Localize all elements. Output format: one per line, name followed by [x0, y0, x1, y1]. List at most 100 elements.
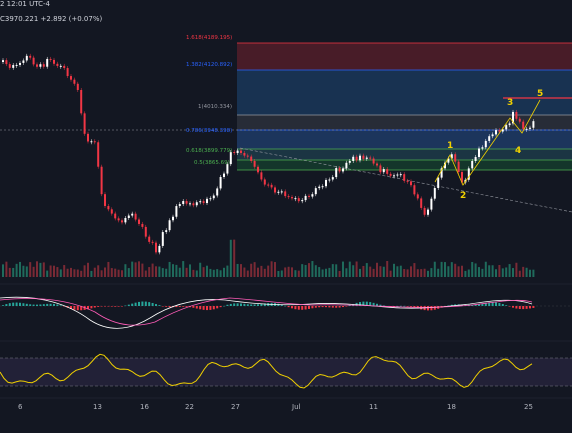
- candle: [467, 168, 470, 180]
- quote-price: C3970.221: [0, 15, 39, 23]
- macd-bar: [195, 306, 198, 309]
- candle: [505, 125, 508, 130]
- macd-bar: [512, 306, 514, 308]
- macd-bar: [450, 304, 453, 306]
- wave-label-2: 2: [460, 191, 467, 201]
- candle: [76, 83, 79, 90]
- macd-bar: [294, 306, 297, 310]
- candle: [461, 172, 463, 183]
- macd-bar: [311, 306, 314, 309]
- x-label-18: 18: [447, 403, 456, 411]
- macd-bar: [250, 304, 253, 306]
- macd-bar: [49, 303, 52, 306]
- volume-bar: [274, 262, 276, 277]
- volume-bar: [454, 263, 457, 277]
- macd-bar: [63, 306, 66, 307]
- candle: [97, 142, 100, 167]
- volume-bar: [280, 270, 283, 277]
- macd-bar: [413, 306, 416, 308]
- macd-bar: [362, 301, 365, 306]
- fib-retracement[interactable]: [237, 42, 572, 171]
- macd-bar: [124, 305, 127, 307]
- macd-bar: [212, 306, 215, 310]
- volume-bar: [297, 270, 300, 277]
- candle: [321, 186, 324, 188]
- macd-bar: [219, 306, 222, 308]
- macd-bar: [22, 303, 25, 306]
- volume-bar: [447, 266, 450, 277]
- fib-label-1618: 1.618(4189.195): [186, 35, 233, 41]
- volume-bar: [311, 261, 314, 277]
- x-label-11: 11: [369, 403, 378, 411]
- candle: [294, 198, 297, 200]
- candle: [498, 130, 501, 132]
- macd-bar: [236, 303, 239, 306]
- candle: [457, 161, 460, 173]
- candle: [148, 236, 151, 242]
- candle: [311, 194, 314, 197]
- candle: [209, 198, 212, 200]
- volume-bar: [70, 267, 72, 277]
- macd-bar: [491, 302, 494, 306]
- macd-bar: [223, 305, 225, 307]
- volume-bar: [403, 269, 406, 277]
- volume-bar: [355, 261, 358, 277]
- macd-bar: [199, 306, 202, 310]
- fib-label-1382: 1.382(4120.892): [186, 62, 233, 68]
- volume-bar: [342, 261, 344, 277]
- candle: [216, 188, 219, 196]
- macd-bar: [233, 303, 236, 306]
- candle: [90, 141, 93, 143]
- candle: [212, 195, 215, 199]
- volume-bar: [219, 270, 222, 277]
- macd-bar: [107, 306, 110, 307]
- macd-bar: [246, 304, 249, 306]
- volume-bar: [284, 267, 287, 277]
- volume-bar: [253, 262, 256, 277]
- volume-bar: [216, 269, 219, 277]
- x-label-16: 16: [140, 403, 149, 411]
- macd-bar: [155, 304, 157, 306]
- volume-bar: [114, 268, 117, 277]
- volume-bar: [155, 266, 157, 277]
- volume-bar: [427, 270, 429, 277]
- macd-bar: [365, 301, 368, 306]
- macd-bar: [406, 306, 409, 307]
- candle: [484, 140, 487, 148]
- macd-bar: [280, 304, 283, 306]
- volume-bar: [83, 265, 86, 277]
- wave-label-4: 4: [515, 146, 522, 156]
- candle: [39, 64, 42, 67]
- macd-pane[interactable]: [0, 283, 572, 329]
- volume-bar: [471, 261, 474, 277]
- candle: [87, 133, 89, 142]
- candle: [185, 201, 188, 204]
- volume-bar: [2, 264, 4, 277]
- volume-bar: [46, 270, 49, 277]
- macd-bar: [168, 306, 171, 308]
- macd-line: [0, 296, 533, 329]
- macd-bar: [372, 302, 375, 306]
- volume-bar: [376, 262, 378, 277]
- macd-bar: [314, 306, 317, 308]
- macd-bar: [532, 306, 535, 308]
- candle: [396, 174, 399, 176]
- candle: [328, 179, 331, 181]
- candle: [399, 174, 402, 176]
- volume-bar: [185, 267, 188, 277]
- macd-bar: [284, 305, 287, 307]
- macd-bar: [19, 302, 21, 306]
- rsi-pane[interactable]: [0, 340, 572, 389]
- volume-bar: [32, 266, 35, 277]
- volume-bar: [233, 239, 236, 277]
- fib-label-0618: 0.618(3899.779): [186, 148, 233, 154]
- volume-bar: [151, 263, 154, 277]
- macd-bar: [318, 306, 321, 308]
- volume-bar: [382, 266, 385, 277]
- volume-bar: [331, 264, 334, 277]
- volume-bar: [117, 269, 120, 277]
- macd-bar: [430, 306, 433, 311]
- candle: [110, 209, 113, 214]
- candle: [260, 172, 263, 180]
